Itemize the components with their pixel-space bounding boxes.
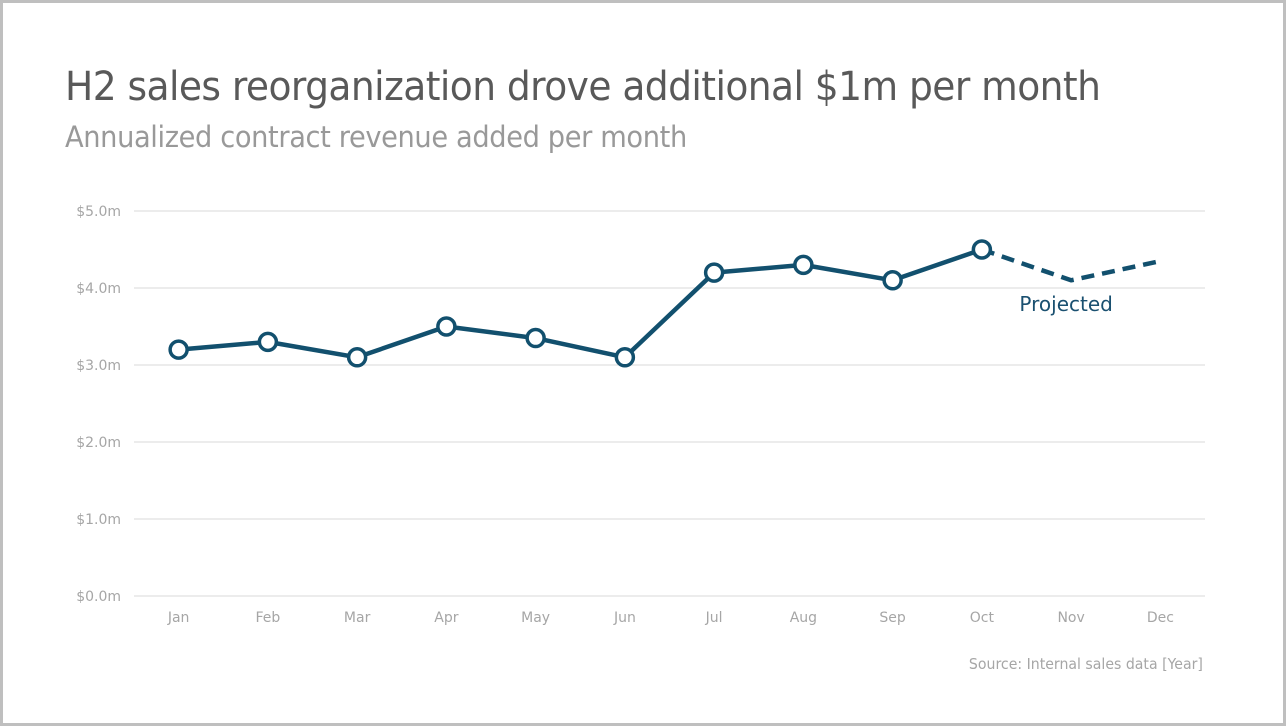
data-point-may: [525, 327, 546, 349]
x-tick-label: Jun: [613, 610, 636, 626]
data-point-mar: [346, 347, 368, 368]
series-line-projected: [981, 247, 1161, 283]
x-tick-label: Jul: [705, 610, 723, 626]
data-point-sep: [882, 270, 903, 291]
x-tick-label: Sep: [879, 610, 906, 626]
x-tick-label: Jan: [167, 610, 190, 626]
source-note: Source: Internal sales data [Year]: [969, 655, 1203, 673]
data-point-apr: [436, 316, 457, 337]
series-line-actual: [178, 247, 983, 360]
x-tick-label: Nov: [1057, 610, 1084, 626]
projected-annotation: Projected: [1019, 292, 1112, 316]
data-point-jul: [703, 262, 725, 283]
data-point-jan: [168, 339, 189, 360]
x-tick-label: Oct: [970, 610, 995, 626]
chart-title: H2 sales reorganization drove additional…: [65, 64, 1101, 110]
x-tick-label: Dec: [1147, 610, 1174, 626]
y-tick-label: $1.0m: [76, 512, 121, 528]
x-tick-label: Aug: [790, 610, 817, 626]
data-markers: [168, 239, 993, 368]
y-tick-label: $0.0m: [76, 589, 121, 605]
y-tick-label: $4.0m: [76, 281, 121, 297]
x-axis-ticks: Jan Feb Mar Apr May Jun Jul Aug Sep Oct Nov Dec: [167, 610, 1174, 626]
annotations: Projected: [1019, 292, 1112, 316]
series-lines: [178, 247, 1161, 360]
data-point-jun: [614, 347, 636, 368]
x-tick-label: Apr: [434, 610, 458, 626]
gridlines: [134, 210, 1205, 597]
data-point-feb: [257, 331, 279, 353]
data-point-oct: [971, 239, 993, 260]
y-tick-label: $5.0m: [76, 204, 121, 220]
x-tick-label: Feb: [255, 610, 280, 626]
x-tick-label: Mar: [344, 610, 371, 626]
y-tick-label: $2.0m: [76, 435, 121, 451]
x-tick-label: May: [521, 610, 550, 626]
chart-subtitle: Annualized contract revenue added per mo…: [65, 120, 687, 154]
data-point-aug: [793, 254, 814, 276]
y-axis-ticks: $0.0m $1.0m $2.0m $3.0m $4.0m $5.0m: [76, 204, 121, 605]
y-tick-label: $3.0m: [76, 358, 121, 374]
